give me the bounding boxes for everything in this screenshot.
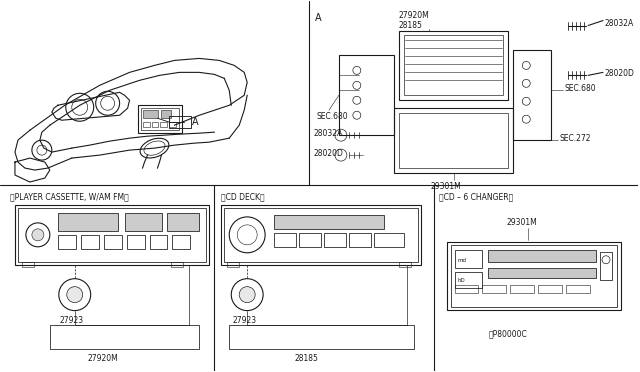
Bar bbox=[224, 208, 418, 262]
Bar bbox=[104, 235, 122, 249]
Bar bbox=[447, 242, 621, 310]
Bar bbox=[600, 252, 612, 280]
Bar bbox=[454, 285, 479, 293]
Text: md: md bbox=[458, 258, 467, 263]
Bar bbox=[50, 324, 199, 349]
Text: A: A bbox=[193, 117, 199, 127]
Bar bbox=[299, 233, 321, 247]
Bar bbox=[141, 108, 179, 130]
Bar bbox=[152, 122, 159, 127]
Bar bbox=[58, 213, 118, 231]
Bar bbox=[143, 122, 150, 127]
Bar bbox=[399, 262, 411, 267]
Bar bbox=[161, 122, 168, 127]
Text: 27920M: 27920M bbox=[88, 355, 118, 363]
Bar bbox=[404, 35, 503, 95]
Text: SEC.680: SEC.680 bbox=[317, 112, 349, 121]
Bar bbox=[227, 262, 239, 267]
Text: hD: hD bbox=[458, 278, 465, 283]
Text: 〈PLAYER CASSETTE, W/AM FM〉: 〈PLAYER CASSETTE, W/AM FM〉 bbox=[10, 192, 129, 201]
Text: 27920M: 27920M bbox=[399, 10, 429, 20]
Bar bbox=[168, 213, 199, 231]
Bar bbox=[339, 55, 394, 135]
Bar bbox=[324, 233, 346, 247]
Bar bbox=[125, 213, 163, 231]
Bar bbox=[170, 116, 191, 128]
Bar bbox=[399, 113, 508, 168]
Text: SEC.680: SEC.680 bbox=[564, 84, 596, 93]
Bar bbox=[58, 235, 76, 249]
Bar bbox=[274, 215, 384, 229]
Text: 28032A: 28032A bbox=[314, 129, 343, 138]
Text: 27923: 27923 bbox=[60, 315, 84, 325]
Bar bbox=[394, 108, 513, 173]
Text: 27923: 27923 bbox=[232, 315, 257, 325]
Circle shape bbox=[67, 287, 83, 302]
Bar bbox=[229, 324, 413, 349]
Bar bbox=[374, 233, 404, 247]
Bar bbox=[15, 205, 209, 265]
Text: 29301M: 29301M bbox=[506, 218, 537, 227]
Text: 28185: 28185 bbox=[399, 20, 422, 29]
Text: 28032A: 28032A bbox=[604, 19, 633, 28]
Bar bbox=[172, 262, 184, 267]
Bar bbox=[170, 122, 177, 127]
Bar bbox=[221, 205, 420, 265]
Bar bbox=[172, 235, 190, 249]
Text: A: A bbox=[315, 13, 321, 23]
Bar bbox=[127, 235, 145, 249]
Bar bbox=[18, 208, 206, 262]
Bar bbox=[513, 51, 551, 140]
Bar bbox=[138, 105, 182, 133]
Circle shape bbox=[239, 287, 255, 302]
Bar bbox=[22, 262, 34, 267]
Text: 〈CD – 6 CHANGER〉: 〈CD – 6 CHANGER〉 bbox=[438, 192, 513, 201]
Bar bbox=[81, 235, 99, 249]
Text: 28020D: 28020D bbox=[314, 148, 344, 158]
Bar bbox=[488, 268, 596, 278]
Bar bbox=[454, 250, 483, 268]
Bar bbox=[150, 235, 168, 249]
Bar bbox=[454, 272, 483, 288]
Text: 28020D: 28020D bbox=[604, 69, 634, 78]
Bar bbox=[143, 110, 159, 118]
Bar bbox=[566, 285, 590, 293]
Bar bbox=[399, 31, 508, 100]
Circle shape bbox=[32, 229, 44, 241]
Bar bbox=[349, 233, 371, 247]
Bar bbox=[451, 245, 617, 307]
Bar bbox=[161, 110, 172, 118]
Text: 〈P80000C: 〈P80000C bbox=[488, 330, 527, 339]
Bar bbox=[538, 285, 562, 293]
Bar bbox=[274, 233, 296, 247]
Bar bbox=[510, 285, 534, 293]
Bar bbox=[483, 285, 506, 293]
Text: 〈CD DECK〉: 〈CD DECK〉 bbox=[221, 192, 265, 201]
Text: 28185: 28185 bbox=[294, 355, 318, 363]
Text: SEC.272: SEC.272 bbox=[559, 134, 591, 142]
Text: 29301M: 29301M bbox=[431, 182, 461, 191]
Bar bbox=[488, 250, 596, 262]
